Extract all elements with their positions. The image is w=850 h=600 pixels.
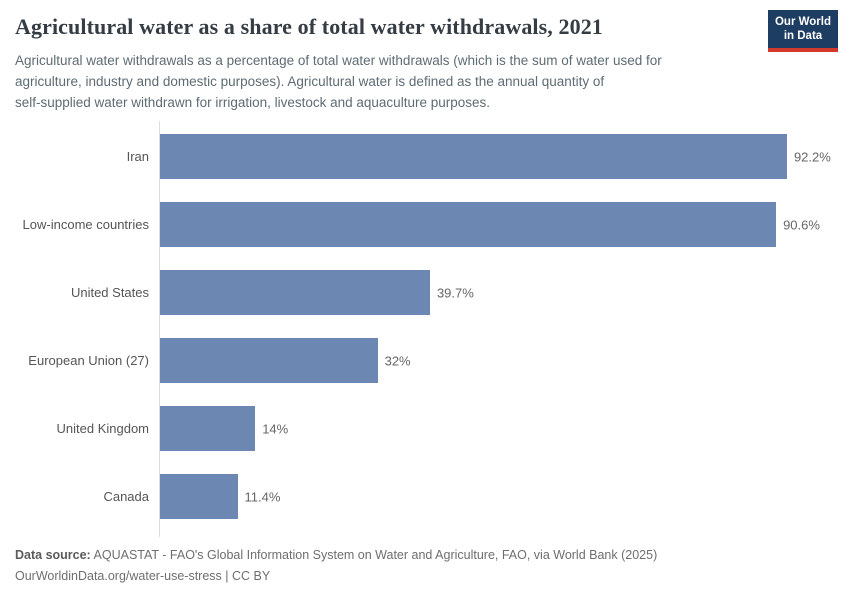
bar-track-european-union-27: 32% xyxy=(159,338,839,384)
value-label-low-income-countries: 90.6% xyxy=(783,217,820,233)
entity-label-iran: Iran xyxy=(126,149,149,165)
entity-label-united-states: United States xyxy=(70,285,149,301)
value-label-united-kingdom: 14% xyxy=(262,421,289,437)
entity-label-canada: Canada xyxy=(103,489,149,505)
value-label-united-states: 39.7% xyxy=(436,285,474,301)
chart-subtitle: Agricultural water withdrawals as a perc… xyxy=(15,52,662,110)
value-label-iran: 92.2% xyxy=(793,149,831,165)
entity-label-european-union-27: European Union (27) xyxy=(28,353,149,369)
entity-label-united-kingdom: United Kingdom xyxy=(56,421,150,437)
y-axis-line xyxy=(159,120,160,537)
chart-row-canada: Canada 11.4% xyxy=(15,463,838,531)
data-source-label: Data source: xyxy=(15,547,91,562)
bar-united-states[interactable] xyxy=(160,270,430,316)
footer: Data source: AQUASTAT - FAO's Global Inf… xyxy=(15,545,838,587)
entity-label-low-income-countries: Low-income countries xyxy=(22,217,149,233)
chart-row-low-income-countries: Low-income countries 90.6% xyxy=(15,191,838,259)
chart-row-european-union-27: European Union (27) 32% xyxy=(15,327,838,395)
bar-track-united-kingdom: 14% xyxy=(159,406,839,452)
bar-track-low-income-countries: 90.6% xyxy=(159,202,839,248)
chart-title: Agricultural water as a share of total w… xyxy=(15,14,603,39)
value-label-canada: 11.4% xyxy=(244,489,281,505)
bar-european-union-27[interactable] xyxy=(160,338,378,384)
footer-source-line: Data source: AQUASTAT - FAO's Global Inf… xyxy=(15,545,838,566)
chart-row-united-kingdom: United Kingdom 14% xyxy=(15,395,838,463)
chart-row-iran: Iran 92.2% xyxy=(15,123,838,191)
bar-track-iran: 92.2% xyxy=(159,134,839,180)
bar-canada[interactable] xyxy=(160,474,238,520)
chart-row-united-states: United States 39.7% xyxy=(15,259,838,327)
bar-track-united-states: 39.7% xyxy=(159,270,839,316)
owid-logo-line2: in Data xyxy=(783,30,823,42)
owid-logo-line1: Our World xyxy=(774,15,831,28)
footer-license-line: OurWorldinData.org/water-use-stress | CC… xyxy=(15,568,271,583)
bar-low-income-countries[interactable] xyxy=(160,202,777,248)
data-source-text: AQUASTAT - FAO's Global Information Syst… xyxy=(90,547,658,562)
owid-logo[interactable]: Our World in Data xyxy=(768,10,838,52)
bar-track-canada: 11.4% xyxy=(159,474,839,520)
plot-area: Iran 92.2% Low-income countries 90.6% United… xyxy=(15,120,838,537)
bar-iran[interactable] xyxy=(160,134,787,180)
bar-united-kingdom[interactable] xyxy=(160,406,256,452)
value-label-european-union-27: 32% xyxy=(384,353,411,369)
